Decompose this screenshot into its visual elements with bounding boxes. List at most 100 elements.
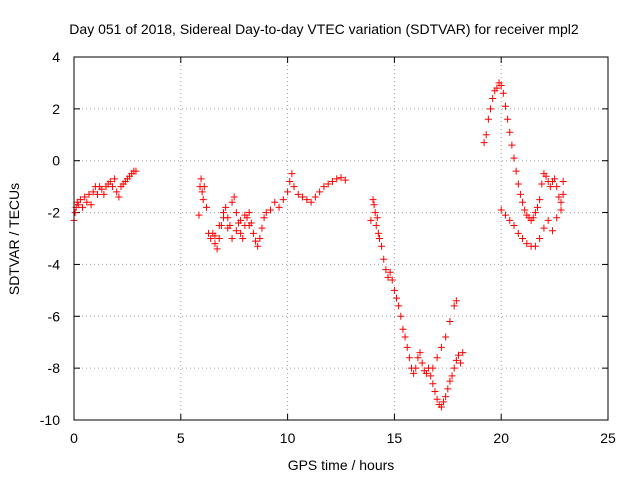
data-point (542, 172, 550, 180)
data-point (258, 224, 266, 232)
data-point (538, 180, 546, 188)
chart-title: Day 051 of 2018, Sidereal Day-to-day VTE… (69, 21, 579, 37)
data-point (224, 224, 232, 232)
data-point (333, 175, 341, 183)
data-point (113, 188, 121, 196)
data-point (85, 190, 93, 198)
data-point (211, 240, 219, 248)
data-point (433, 395, 441, 403)
data-point (115, 193, 123, 201)
data-point (89, 188, 97, 196)
data-point (427, 372, 435, 380)
data-point (267, 206, 275, 214)
y-tick-label: -6 (48, 308, 61, 324)
data-point (450, 364, 458, 372)
data-point (241, 211, 249, 219)
data-point (371, 209, 379, 217)
data-point (416, 349, 424, 357)
data-point (501, 211, 509, 219)
data-point (111, 175, 119, 183)
data-point (230, 193, 238, 201)
data-point (311, 193, 319, 201)
data-point (397, 312, 405, 320)
data-point (444, 385, 452, 393)
data-point (369, 196, 377, 204)
data-point (519, 198, 527, 206)
data-point (452, 356, 460, 364)
data-point (454, 351, 462, 359)
data-point (437, 403, 445, 411)
data-point (452, 297, 460, 305)
data-point (521, 206, 529, 214)
data-point (433, 354, 441, 362)
data-point (529, 214, 537, 222)
data-point (237, 229, 245, 237)
data-point (523, 240, 531, 248)
y-axis-label: SDTVAR / TECUs (6, 183, 22, 295)
data-point (320, 183, 328, 191)
data-point (256, 235, 264, 242)
data-point (76, 196, 84, 204)
data-point (195, 211, 203, 219)
data-point (536, 235, 544, 242)
data-point (450, 302, 458, 310)
data-series (367, 196, 467, 411)
data-point (83, 198, 91, 206)
data-point (531, 209, 539, 217)
data-point (220, 214, 228, 222)
data-point (384, 273, 392, 281)
data-point (197, 175, 205, 183)
data-point (106, 177, 114, 185)
data-point (213, 245, 221, 253)
data-point (328, 177, 336, 185)
data-point (559, 190, 567, 198)
data-point (555, 193, 563, 201)
y-tick-labels: -10 -8 -6 -4 -2 0 2 4 (40, 49, 60, 428)
data-point (506, 216, 514, 224)
data-point (232, 209, 240, 217)
data-point (249, 229, 257, 237)
data-point (290, 183, 298, 191)
y-tick-label: -10 (40, 412, 60, 428)
data-point (448, 372, 456, 380)
x-tick-label: 0 (70, 430, 78, 446)
data-point (501, 102, 509, 110)
data-point (207, 235, 215, 242)
data-point (442, 333, 450, 341)
data-point (373, 214, 381, 222)
data-point (510, 222, 518, 230)
data-point (459, 349, 467, 357)
data-point (260, 214, 268, 222)
data-points (70, 79, 567, 411)
data-point (395, 302, 403, 310)
data-point (228, 235, 236, 242)
data-point (275, 203, 283, 211)
data-point (546, 183, 554, 191)
data-point (380, 255, 388, 263)
data-point (254, 242, 262, 250)
data-point (504, 115, 512, 123)
data-point (202, 203, 210, 211)
data-point (279, 196, 287, 204)
data-point (536, 196, 544, 204)
data-point (245, 222, 253, 230)
data-point (211, 232, 219, 240)
data-point (405, 354, 413, 362)
data-point (553, 214, 561, 222)
data-point (489, 94, 497, 102)
data-point (245, 209, 253, 217)
data-point (286, 177, 294, 185)
data-point (446, 377, 454, 385)
data-point (372, 222, 380, 230)
data-point (510, 154, 518, 162)
data-point (531, 242, 539, 250)
data-point (288, 170, 296, 178)
data-point (239, 235, 247, 242)
x-tick-labels: 0 5 10 15 20 25 (70, 430, 616, 446)
data-point (200, 183, 208, 191)
data-point (557, 206, 565, 214)
data-point (262, 209, 270, 217)
x-axis-label: GPS time / hours (288, 457, 395, 473)
data-point (252, 237, 260, 245)
